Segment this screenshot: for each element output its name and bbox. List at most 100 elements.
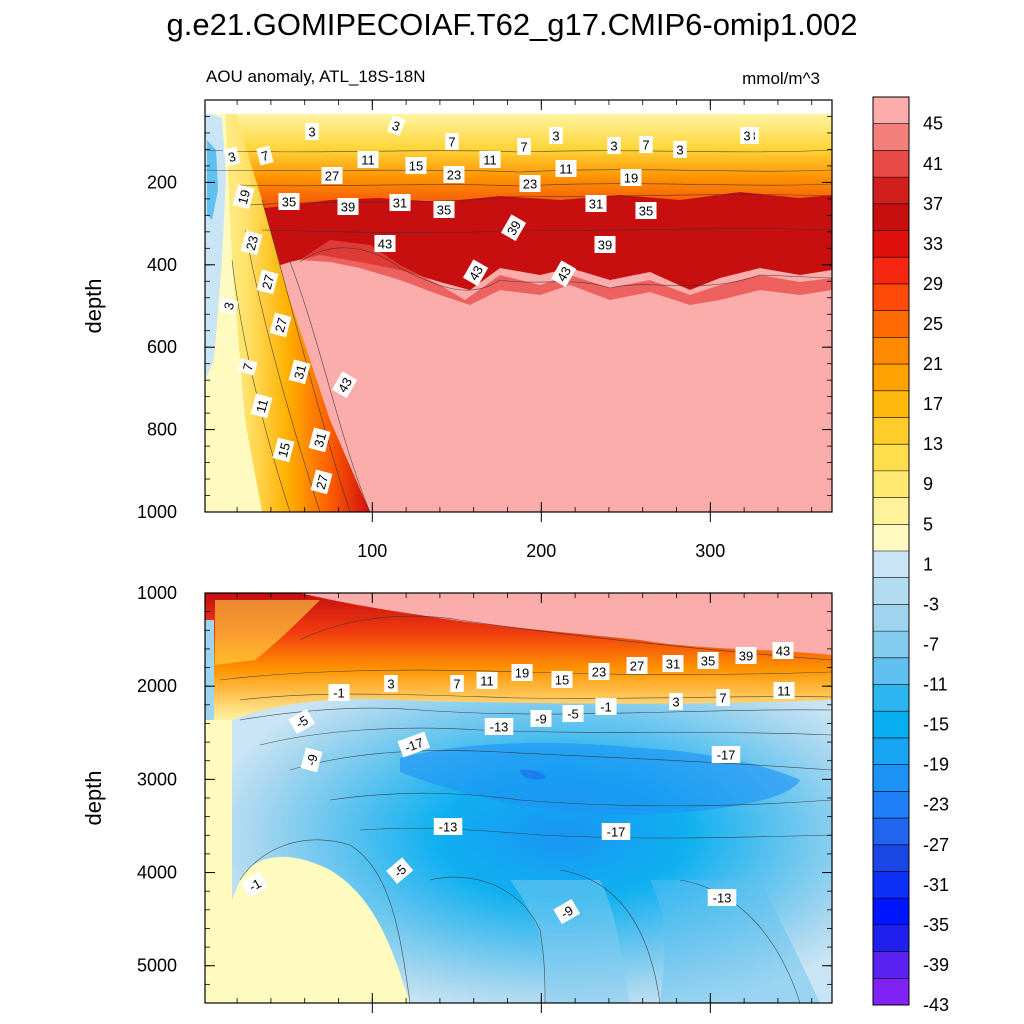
x-tick-label: 300: [695, 541, 725, 561]
band-41: [300, 240, 832, 305]
colorbar-label: -35: [923, 915, 949, 935]
contour-label-text: 3: [672, 695, 679, 710]
contour-label-box: [331, 371, 358, 399]
contour-label-box: [500, 214, 527, 242]
contour-label: 27: [256, 269, 279, 295]
contour-label-text: -13: [490, 720, 509, 735]
contour-label: 3: [386, 115, 406, 136]
colorbar-label: 13: [923, 434, 943, 454]
contour-label: 27: [310, 469, 333, 495]
contour-label-text: 43: [335, 375, 355, 395]
colorbar-label: 41: [923, 154, 943, 174]
contour-label: 3: [673, 141, 687, 158]
contour-label-text: 7: [453, 677, 460, 692]
contour-label-box: [232, 184, 255, 210]
colorbar-label: -11: [923, 675, 948, 695]
colorbar-label: 25: [923, 314, 943, 334]
contour-label-box: [735, 647, 757, 664]
contour-label: 19: [620, 169, 642, 186]
contour-label-text: 7: [719, 691, 726, 706]
contour-label-text: -17: [607, 825, 626, 840]
contour-line: [289, 750, 832, 771]
contour-label-box: [740, 127, 754, 144]
contour-label-text: 27: [272, 316, 290, 334]
colorbar-frame: [872, 96, 910, 1006]
y-tick-label: 200: [147, 172, 177, 192]
contour-label-text: 19: [624, 171, 638, 186]
contour-label: 31: [288, 359, 311, 385]
contour-label-box: [445, 133, 459, 150]
colorbar-cell: [873, 337, 909, 365]
contour-label: -1: [595, 698, 617, 715]
contour-line: [299, 247, 832, 291]
contour-label-box: [484, 718, 514, 735]
contour-label-text: -13: [439, 820, 458, 835]
contour-label: 3: [740, 127, 754, 144]
contour-label-box: [607, 137, 621, 154]
contour-label: 23: [588, 663, 610, 680]
contour-label-text: 7: [520, 140, 527, 155]
lower-ticks: 1000 2000 3000 4000 5000: [137, 583, 832, 1013]
colorbar-label: -39: [923, 955, 949, 975]
colorbar-label: -19: [923, 755, 949, 775]
contour-label-box: [511, 664, 533, 681]
contour-label: 15: [405, 157, 427, 174]
contour-line: [239, 839, 411, 1003]
contour-label-box: [374, 235, 396, 252]
contour-label: 19: [511, 664, 533, 681]
contour-line: [261, 199, 351, 512]
contour-label: -13: [433, 818, 463, 835]
contour-line: [299, 615, 832, 661]
contour-label: -9: [553, 898, 581, 925]
colorbar-cell: [873, 871, 909, 899]
contour-label: 23: [519, 175, 541, 192]
contour-label-box: [450, 675, 464, 692]
contour-label-box: [308, 427, 331, 453]
contour-label-box: [553, 898, 581, 925]
contour-label-box: [601, 823, 631, 840]
west-negative: [205, 620, 214, 720]
contour-label-box: [595, 698, 617, 715]
contour-label: -13: [707, 889, 737, 906]
surface-gap: [205, 100, 832, 114]
contour-label: 15: [272, 437, 295, 463]
contour-label-box: [272, 437, 295, 463]
contour-label-box: [673, 141, 687, 158]
upper-fill: [205, 100, 832, 512]
contour-label: -9: [530, 710, 552, 727]
contour-label: -17: [601, 823, 631, 840]
contour-label: 3: [223, 146, 241, 167]
contour-label-text: 23: [592, 665, 606, 680]
contour-label: 7: [716, 689, 730, 706]
contour-label: 43: [550, 260, 577, 288]
contour-label: -5: [288, 708, 316, 735]
contour-line: [239, 707, 832, 721]
contour-label-box: [620, 169, 642, 186]
contour-label-text: 15: [555, 673, 569, 688]
contour-label: 7: [445, 133, 459, 150]
contour-label-text: 35: [639, 204, 653, 219]
units-label: mmol/m^3: [742, 69, 820, 88]
colorbar-cell: [873, 230, 909, 258]
contour-label: 11: [479, 151, 501, 168]
y-tick-label: 5000: [137, 956, 177, 976]
contour-label-text: -17: [717, 748, 736, 763]
contour-label-text: 35: [437, 203, 451, 218]
contour-label: 35: [278, 193, 300, 210]
contour-label: 39: [500, 214, 527, 242]
contour-label-box: [549, 127, 563, 144]
colorbar-cell: [873, 631, 909, 659]
y-tick-label: 4000: [137, 863, 177, 883]
contour-label-box: [288, 708, 316, 735]
contour-label: 11: [250, 393, 273, 419]
contour-label-box: [433, 818, 463, 835]
contour-label-box: [321, 167, 343, 184]
contour-label-text: 39: [504, 218, 524, 238]
contour-label: 3: [669, 693, 683, 710]
contour-label: 23: [443, 166, 465, 183]
colorbar-label: -23: [923, 795, 949, 815]
contour-label-text: 7: [642, 138, 649, 153]
contour-label: 7: [639, 136, 653, 153]
contour-label-box: [386, 857, 414, 884]
contour-label: 35: [635, 202, 657, 219]
